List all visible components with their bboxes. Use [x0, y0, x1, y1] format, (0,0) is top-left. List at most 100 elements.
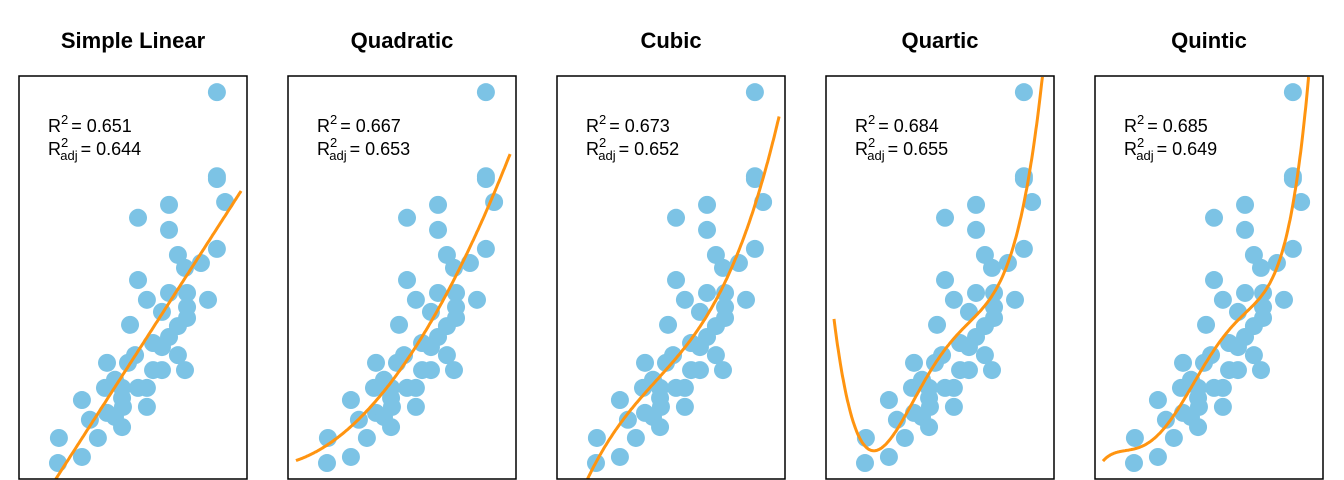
r2-adj-label: R2 adj = 0.652: [586, 135, 679, 163]
data-point: [152, 338, 171, 357]
panel-frame: [825, 75, 1055, 480]
data-point: [713, 361, 732, 380]
data-point: [1023, 193, 1042, 212]
data-point: [1236, 195, 1255, 214]
data-point: [129, 271, 148, 290]
data-point: [675, 290, 694, 309]
data-point: [651, 418, 670, 437]
data-point: [1148, 447, 1167, 466]
data-point: [168, 346, 187, 365]
data-point: [967, 283, 986, 302]
data-point: [429, 283, 448, 302]
data-point: [967, 195, 986, 214]
data-point: [690, 361, 709, 380]
data-point: [1213, 378, 1232, 397]
fit-curve: [295, 153, 512, 462]
data-point: [982, 258, 1001, 277]
data-point: [944, 397, 963, 416]
r2-adj-label: R2 adj = 0.653: [317, 135, 410, 163]
data-point: [1174, 353, 1193, 372]
data-point: [667, 271, 686, 290]
data-point: [745, 83, 764, 102]
data-point: [1283, 83, 1302, 102]
r2-label: R2 = 0.685: [1124, 112, 1208, 136]
data-point: [982, 361, 1001, 380]
data-point: [626, 428, 645, 447]
data-point: [936, 271, 955, 290]
data-point: [737, 290, 756, 309]
data-point: [690, 302, 709, 321]
data-point: [367, 353, 386, 372]
data-point: [745, 170, 764, 189]
data-point: [1236, 220, 1255, 239]
data-point: [920, 418, 939, 437]
data-point: [1125, 428, 1144, 447]
data-point: [587, 428, 606, 447]
panel-title: Quartic: [901, 28, 978, 53]
data-point: [944, 290, 963, 309]
data-point: [476, 170, 495, 189]
data-point: [72, 447, 91, 466]
data-point: [207, 239, 226, 258]
data-point: [341, 391, 360, 410]
data-point: [879, 391, 898, 410]
data-point: [137, 397, 156, 416]
data-point: [175, 361, 194, 380]
data-point: [357, 428, 376, 447]
data-point: [1275, 290, 1294, 309]
data-point: [98, 353, 117, 372]
r2-adj-label: R2 adj = 0.655: [855, 135, 948, 163]
data-point: [1292, 193, 1311, 212]
data-point: [160, 195, 179, 214]
panel-title: Cubic: [640, 28, 701, 53]
data-point: [72, 391, 91, 410]
data-point: [447, 283, 466, 302]
data-point: [610, 391, 629, 410]
fit-curve: [832, 75, 1044, 453]
data-point: [936, 208, 955, 227]
data-point: [1124, 454, 1143, 473]
r2-adj-label: R2 adj = 0.649: [1124, 135, 1217, 163]
data-point: [160, 220, 179, 239]
data-point: [341, 447, 360, 466]
data-point: [675, 378, 694, 397]
data-point: [1251, 361, 1270, 380]
data-point: [387, 353, 406, 372]
data-point: [398, 271, 417, 290]
data-point: [745, 239, 764, 258]
panel-frame: [556, 75, 786, 480]
data-point: [636, 353, 655, 372]
panel-frame: [18, 75, 248, 480]
data-point: [429, 195, 448, 214]
data-point: [855, 454, 874, 473]
data-point: [1244, 346, 1263, 365]
data-point: [406, 397, 425, 416]
data-point: [137, 378, 156, 397]
data-point: [199, 290, 218, 309]
data-point: [468, 290, 487, 309]
data-point: [1251, 258, 1270, 277]
data-point: [421, 338, 440, 357]
panel-title: Simple Linear: [61, 28, 206, 53]
data-point: [317, 454, 336, 473]
data-point: [49, 428, 68, 447]
data-point: [1228, 361, 1247, 380]
data-point: [1213, 397, 1232, 416]
data-point: [1164, 428, 1183, 447]
data-point: [129, 208, 148, 227]
data-point: [1205, 208, 1224, 227]
r2-label: R2 = 0.651: [48, 112, 132, 136]
data-point: [698, 195, 717, 214]
data-point: [390, 315, 409, 334]
fit-curve: [586, 116, 781, 480]
data-point: [1189, 418, 1208, 437]
data-point: [706, 346, 725, 365]
data-point: [1156, 410, 1175, 429]
data-point: [1236, 283, 1255, 302]
data-point: [437, 346, 456, 365]
data-point: [421, 361, 440, 380]
data-point: [959, 338, 978, 357]
